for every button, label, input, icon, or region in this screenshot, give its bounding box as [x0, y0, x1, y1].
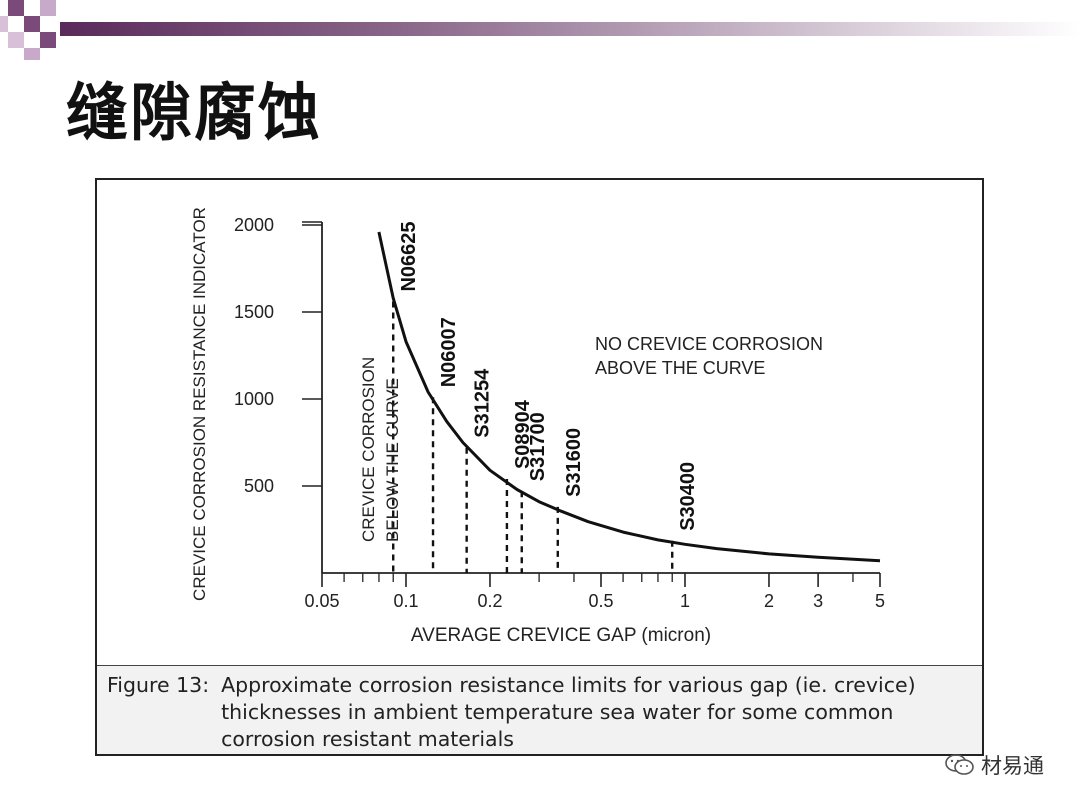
slide-header-decoration [0, 0, 1080, 60]
wechat-icon [945, 754, 974, 775]
x-tick-label: 2 [764, 591, 774, 611]
x-tick-label: 0.1 [393, 591, 418, 611]
y-tick-label: 2000 [234, 215, 274, 235]
caption-label: Figure 13: [107, 673, 210, 697]
material-label: N06007 [438, 317, 460, 387]
material-label: N06625 [398, 221, 420, 291]
material-label: S31254 [472, 368, 494, 438]
slide-title: 缝隙腐蚀 [66, 76, 323, 149]
figure-box: 500 1000 1500 2000 0.05 0.1 0.2 0.5 1 2 3 5 N06625 N… [95, 178, 984, 756]
watermark-text: 材易通 [981, 754, 1044, 778]
annotation-above: NO CREVICE CORROSION [595, 334, 823, 354]
y-tick-label: 500 [244, 476, 274, 496]
watermark: 材易通 [945, 750, 1044, 780]
y-tick-label: 1000 [234, 389, 274, 409]
caption-text: Approximate corrosion resistance limits … [221, 673, 916, 751]
material-label: S31600 [563, 428, 585, 497]
annotation-below: BELOW THE CURVE [383, 378, 402, 542]
x-tick-label: 1 [680, 591, 690, 611]
x-tick-label: 5 [875, 591, 885, 611]
x-tick-label: 0.2 [477, 591, 502, 611]
x-tick-label: 3 [813, 591, 823, 611]
material-label: S30400 [677, 462, 699, 531]
material-label: S31700 [527, 412, 549, 481]
axes: 500 1000 1500 2000 0.05 0.1 0.2 0.5 1 2 3 5 [234, 215, 885, 611]
figure-caption: Figure 13: Approximate corrosion resista… [97, 665, 982, 754]
x-axis-label: AVERAGE CREVICE GAP (micron) [411, 625, 711, 646]
annotation-below: CREVICE CORROSION [359, 357, 378, 542]
x-tick-label: 0.5 [588, 591, 613, 611]
x-tick-label: 0.05 [304, 591, 339, 611]
y-axis-label: CREVICE CORROSION RESISTANCE INDICATOR [190, 207, 209, 601]
material-label: S08904 [512, 399, 534, 469]
annotation-above: ABOVE THE CURVE [595, 358, 765, 378]
y-tick-label: 1500 [234, 302, 274, 322]
resistance-curve [377, 231, 881, 563]
